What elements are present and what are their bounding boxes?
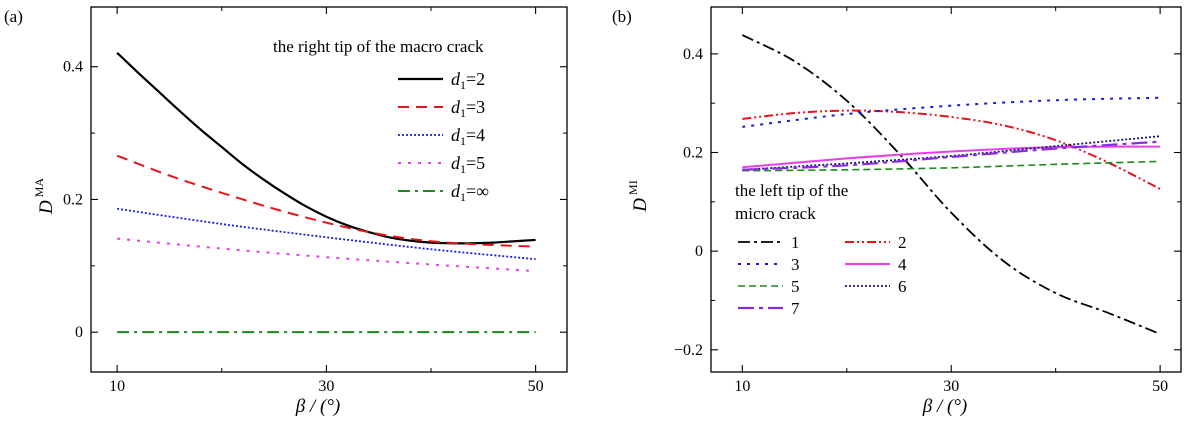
y-tick-label: 0 (695, 243, 703, 260)
x-tick-label: 50 (528, 378, 544, 395)
legend-a-label: d1=5 (451, 153, 485, 176)
series-line-b-4 (742, 145, 1161, 169)
panel-b-ticks: 10 30 50 −0.2 0 0.2 0.4 (674, 7, 1181, 395)
panel-a-legend: the right tip of the macro crack d1=2 d1=… (273, 37, 489, 204)
y-tick-label: 0.2 (63, 191, 83, 208)
panel-b-xlabel: β / (°) (922, 396, 968, 417)
x-tick-label: 50 (1152, 378, 1168, 395)
panel-b-legend: the left tip of the micro crack 1 2 3 4 5 6 7 (735, 181, 907, 318)
legend-b-label: 1 (791, 233, 800, 252)
panel-b-legend-title-line1: the left tip of the (735, 181, 848, 200)
panel-b-legend-title-line2: micro crack (735, 204, 816, 223)
y-tick-label: 0.4 (63, 59, 83, 76)
legend-a-label: d1=2 (451, 69, 485, 92)
legend-b-label: 3 (791, 255, 800, 274)
panel-b-ylabel-main: D (630, 198, 651, 213)
panel-a: (a) 10 30 50 0 0.2 0.4 D MA β / (°) the right … (4, 6, 568, 417)
y-tick-label: 0.4 (683, 46, 703, 63)
y-tick-label: 0 (75, 324, 83, 341)
panel-a-label: (a) (4, 7, 23, 26)
x-tick-label: 10 (734, 378, 750, 395)
y-tick-label: 0.2 (683, 145, 703, 162)
panel-a-ticks: 10 30 50 0 0.2 0.4 (63, 7, 567, 395)
panel-b-ylabel-sup: MI (626, 180, 640, 195)
series-line-a-4 (117, 237, 536, 273)
panel-b-ylabel: D MI (626, 180, 651, 212)
series-line-a-2 (116, 154, 536, 248)
series-line-b-2 (742, 109, 1161, 190)
legend-a-label: d1=3 (451, 97, 485, 120)
x-tick-label: 30 (943, 378, 959, 395)
series-line-b-7 (742, 140, 1161, 171)
panel-a-ylabel-main: D (36, 200, 57, 215)
series-line-b-6 (742, 135, 1161, 171)
panel-a-xlabel: β / (°) (295, 396, 341, 417)
legend-a-label: d1=4 (451, 125, 485, 148)
panel-a-legend-title: the right tip of the macro crack (273, 37, 484, 56)
panel-a-frame (90, 6, 568, 373)
panel-a-ylabel-sup: MA (32, 178, 46, 198)
x-tick-label: 30 (318, 378, 334, 395)
panel-b-series (741, 34, 1161, 335)
panel-b-label: (b) (612, 7, 632, 26)
panel-a-series (116, 51, 536, 334)
legend-b-label: 5 (791, 277, 800, 296)
legend-b-label: 4 (898, 255, 907, 274)
x-tick-label: 10 (109, 378, 125, 395)
panel-b: (b) 10 30 50 −0.2 0 0.2 0.4 D MI β / (°) the le… (612, 6, 1182, 417)
series-line-b-5 (742, 160, 1161, 172)
legend-a-label: d1=∞ (451, 181, 489, 204)
y-tick-label: −0.2 (674, 342, 703, 359)
legend-b-label: 6 (898, 277, 907, 296)
panel-b-frame (710, 6, 1182, 373)
series-line-b-3 (742, 96, 1161, 128)
series-line-b-1 (741, 34, 1161, 335)
legend-b-label: 7 (791, 299, 800, 318)
panel-a-ylabel: D MA (32, 178, 57, 215)
legend-b-label: 2 (898, 233, 907, 252)
